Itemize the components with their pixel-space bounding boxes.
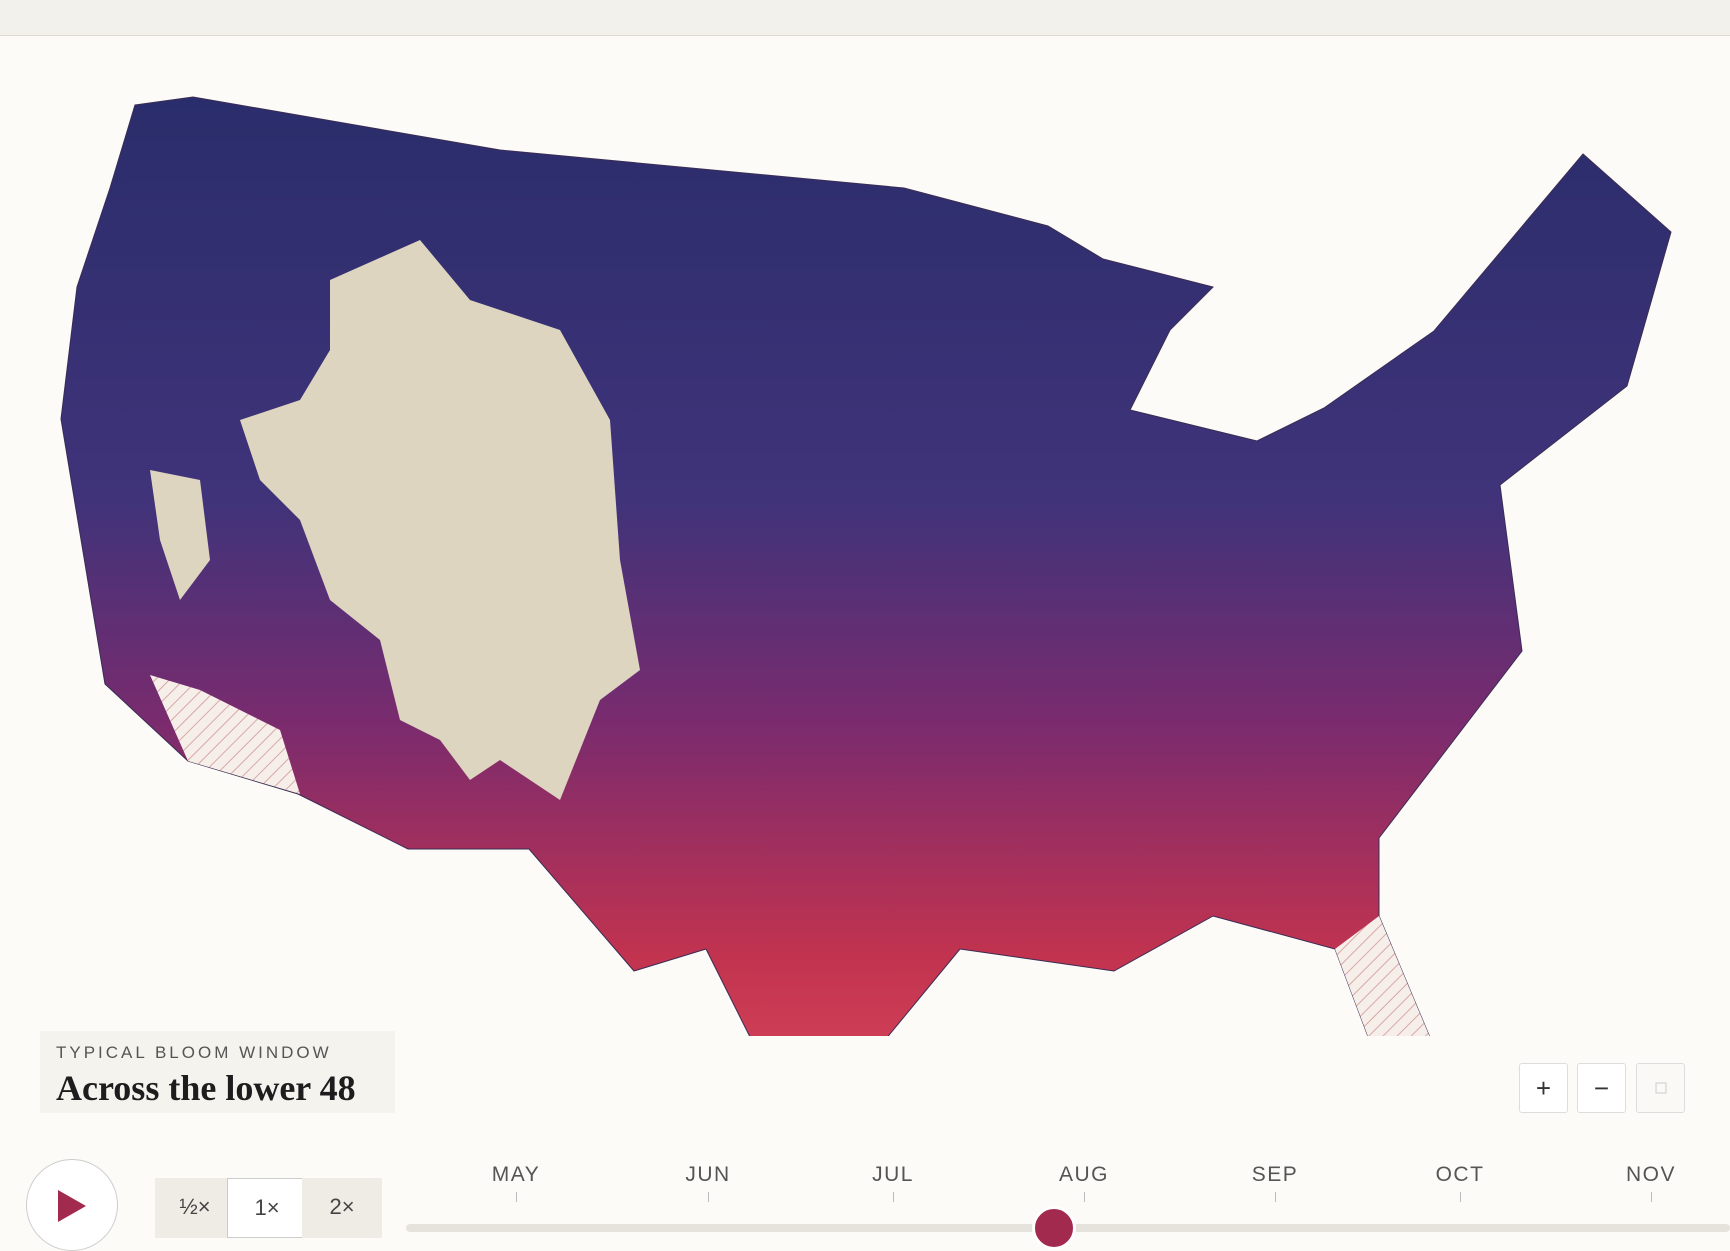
month-tick [1651,1192,1652,1202]
play-button[interactable] [26,1159,118,1251]
month-tick [893,1192,894,1202]
month-tick [1275,1192,1276,1202]
hatched-area [150,675,300,794]
top-bar [0,0,1730,36]
month-tick [1460,1192,1461,1202]
month-label: AUG [1058,1163,1110,1186]
speed-button[interactable]: 2× [302,1178,382,1238]
hatched-area [1335,916,1430,1036]
month-tick [708,1192,709,1202]
month-label: JUN [685,1163,731,1186]
legend-title: Across the lower 48 [56,1068,356,1108]
month-label: MAY [491,1163,541,1186]
zoom-in-button[interactable]: + [1519,1063,1568,1113]
speed-button[interactable]: 1× [227,1178,307,1238]
month-label: JUL [872,1163,914,1186]
zoom-out-button[interactable]: − [1577,1063,1626,1113]
bloom-map [60,96,1672,1036]
speed-button[interactable]: ½× [155,1178,235,1238]
no-bloom-area [240,240,640,800]
month-label: SEP [1251,1163,1299,1186]
us-shape [60,96,1672,1036]
reset-button[interactable] [1636,1063,1685,1113]
month-tick [1084,1192,1085,1202]
legend-box: TYPICAL BLOOM WINDOW Across the lower 48 [40,1031,395,1113]
month-label: OCT [1435,1163,1485,1186]
legend-eyebrow: TYPICAL BLOOM WINDOW [56,1043,332,1062]
month-tick [516,1192,517,1202]
timeline-handle[interactable] [1032,1206,1076,1250]
month-label: NOV [1625,1163,1677,1186]
no-bloom-area [150,470,210,600]
